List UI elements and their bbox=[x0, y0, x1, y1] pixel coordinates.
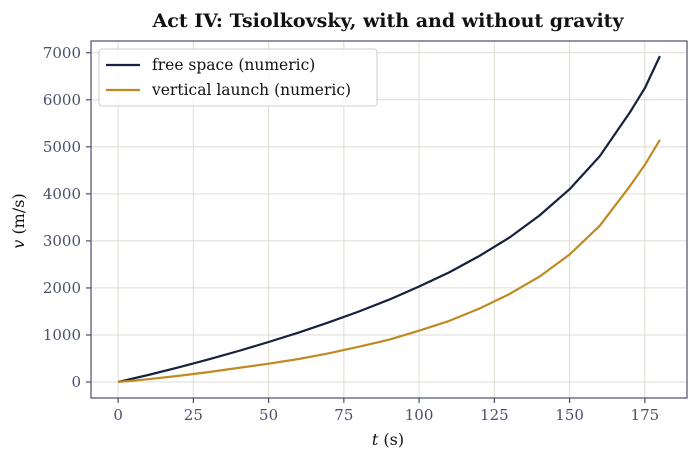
x-axis-label: t (s) bbox=[372, 430, 404, 449]
y-tick-label: 1000 bbox=[43, 326, 81, 344]
y-tick-label: 2000 bbox=[43, 279, 81, 297]
x-tick-label: 100 bbox=[405, 406, 434, 424]
x-tick-label: 0 bbox=[113, 406, 123, 424]
x-tick-label: 50 bbox=[259, 406, 278, 424]
axes: 0 25 50 75 100 125 150 175 0 1000 2000 3000 4000 5000… bbox=[43, 44, 659, 424]
legend-box bbox=[98, 48, 378, 107]
y-tick-label: 5000 bbox=[43, 138, 81, 156]
legend-label-1: vertical launch (numeric) bbox=[151, 81, 351, 99]
y-tick-label: 0 bbox=[71, 373, 81, 391]
grid bbox=[91, 41, 687, 398]
x-tick-label: 125 bbox=[480, 406, 509, 424]
series-line-0 bbox=[117, 55, 661, 384]
x-tick-label: 25 bbox=[184, 406, 203, 424]
legend-label-0: free space (numeric) bbox=[152, 56, 315, 74]
y-tick-label: 7000 bbox=[43, 44, 81, 62]
chart-title: Act IV: Tsiolkovsky, with and without gr… bbox=[152, 10, 625, 32]
y-tick-label: 6000 bbox=[43, 91, 81, 109]
y-axis-var: v bbox=[9, 240, 28, 249]
plot-frame bbox=[90, 40, 688, 399]
legend: free space (numeric) vertical launch (num… bbox=[98, 48, 378, 107]
x-axis-var: t bbox=[372, 430, 379, 449]
x-axis-unit: (s) bbox=[378, 430, 404, 449]
y-axis-label: v (m/s) bbox=[9, 193, 28, 248]
y-axis-unit: (m/s) bbox=[9, 193, 28, 239]
x-tick-label: 75 bbox=[334, 406, 353, 424]
series-line-1 bbox=[117, 139, 661, 384]
series-layer bbox=[117, 55, 661, 384]
x-tick-label: 175 bbox=[631, 406, 660, 424]
y-tick-label: 4000 bbox=[43, 185, 81, 203]
y-tick-label: 3000 bbox=[43, 232, 81, 250]
x-tick-label: 150 bbox=[555, 406, 584, 424]
